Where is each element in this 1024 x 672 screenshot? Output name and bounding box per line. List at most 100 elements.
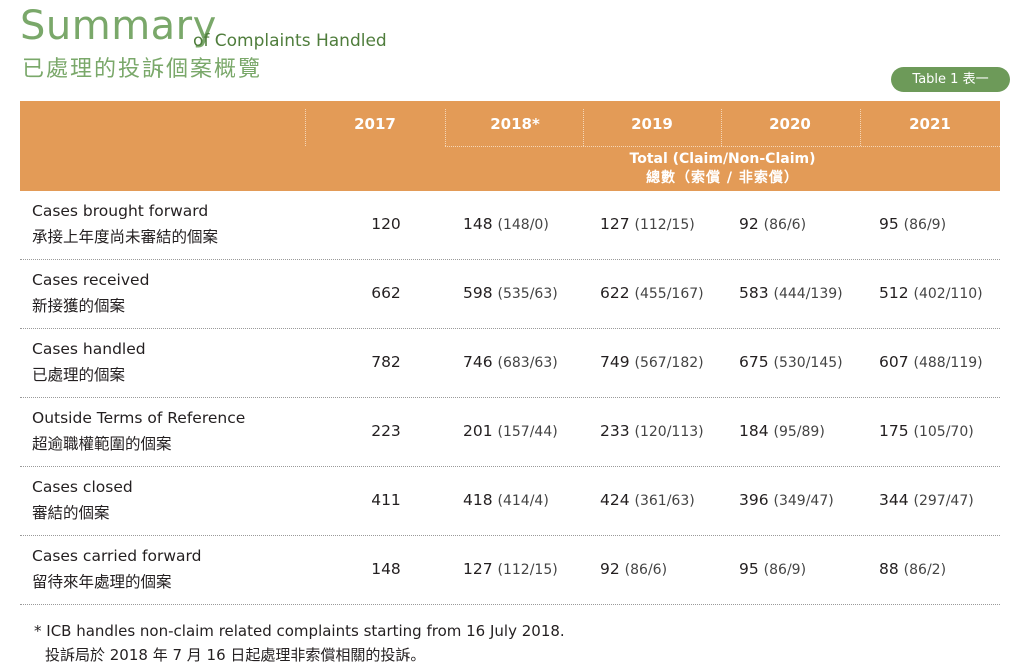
cell-2017: 148	[371, 560, 401, 578]
year-header-2020: 2020	[769, 115, 811, 133]
footnote-zh: 投訴局於 2018 年 7 月 16 日起處理非索償相關的投訴。	[45, 646, 426, 664]
table-row: Cases brought forward 承接上年度尚未審結的個案 120 1…	[20, 191, 1000, 260]
cell-total: 201	[463, 422, 493, 440]
cell-total: 622	[600, 284, 630, 302]
cell-total: 746	[463, 353, 493, 371]
row-label-zh: 審結的個案	[32, 504, 110, 522]
cell-breakdown: (86/9)	[763, 562, 807, 578]
cell-total: 127	[463, 560, 493, 578]
header-divider	[583, 109, 584, 146]
cell-breakdown: (86/2)	[903, 562, 947, 578]
page-title-chinese: 已處理的投訴個案概覽	[22, 57, 263, 82]
row-label-zh: 新接獲的個案	[32, 297, 126, 315]
cell-total: 396	[739, 491, 769, 509]
cell-total: 675	[739, 353, 769, 371]
table-number-badge: Table 1 表一	[891, 67, 1010, 92]
row-label-en: Cases carried forward	[32, 547, 202, 565]
year-header-2021: 2021	[909, 115, 951, 133]
cell-total: 233	[600, 422, 630, 440]
cell-2018: 746 (683/63)	[463, 352, 558, 373]
row-label-en: Outside Terms of Reference	[32, 409, 246, 427]
cell-2019: 233 (120/113)	[600, 421, 704, 442]
cell-2018: 201 (157/44)	[463, 421, 558, 442]
table-row: Cases carried forward 留待來年處理的個案 148 127 …	[20, 536, 1000, 605]
cell-total: 148	[463, 215, 493, 233]
cell-breakdown: (148/0)	[497, 217, 549, 233]
cell-total: 175	[879, 422, 909, 440]
cell-2020: 184 (95/89)	[739, 421, 825, 442]
cell-breakdown: (297/47)	[913, 493, 974, 509]
cell-breakdown: (530/145)	[773, 355, 843, 371]
cell-breakdown: (86/9)	[903, 217, 947, 233]
cell-2020: 675 (530/145)	[739, 352, 843, 373]
footnote-en: * ICB handles non-claim related complain…	[34, 622, 565, 640]
cell-2017: 782	[371, 353, 401, 371]
cell-total: 92	[739, 215, 759, 233]
row-label-zh: 已處理的個案	[32, 366, 126, 384]
row-label-zh: 留待來年處理的個案	[32, 573, 172, 591]
total-label-en: Total (Claim/Non-Claim)	[629, 151, 816, 167]
cell-2018: 127 (112/15)	[463, 559, 558, 580]
cell-total: 598	[463, 284, 493, 302]
cell-total: 95	[879, 215, 899, 233]
cell-total: 95	[739, 560, 759, 578]
cell-2020: 583 (444/139)	[739, 283, 843, 304]
cell-total: 344	[879, 491, 909, 509]
cell-2019: 127 (112/15)	[600, 214, 695, 235]
cell-breakdown: (105/70)	[913, 424, 974, 440]
cell-total: 512	[879, 284, 909, 302]
year-header-2018: 2018*	[490, 115, 540, 133]
cell-2019: 92 (86/6)	[600, 559, 667, 580]
total-label-zh: 總數（索償 / 非索償）	[646, 170, 799, 186]
cell-breakdown: (535/63)	[497, 286, 558, 302]
cell-breakdown: (402/110)	[913, 286, 983, 302]
cell-2019: 749 (567/182)	[600, 352, 704, 373]
table-row: Cases handled 已處理的個案 782 746 (683/63) 74…	[20, 329, 1000, 398]
header-divider-horizontal	[445, 146, 1000, 147]
year-header-2017: 2017	[354, 115, 396, 133]
cell-2021: 88 (86/2)	[879, 559, 946, 580]
cell-breakdown: (120/113)	[634, 424, 704, 440]
cell-2021: 175 (105/70)	[879, 421, 974, 442]
cell-breakdown: (86/6)	[763, 217, 807, 233]
table-header: 2017 2018* 2019 2020 2021 Total (Claim/N…	[20, 101, 1000, 191]
cell-total: 424	[600, 491, 630, 509]
cell-breakdown: (414/4)	[497, 493, 549, 509]
cell-2020: 95 (86/9)	[739, 559, 806, 580]
page-subtitle: of Complaints Handled	[193, 31, 387, 51]
row-label-en: Cases received	[32, 271, 150, 289]
cell-total: 607	[879, 353, 909, 371]
cell-breakdown: (112/15)	[634, 217, 695, 233]
cell-2021: 607 (488/119)	[879, 352, 983, 373]
cell-2017: 662	[371, 284, 401, 302]
cell-breakdown: (86/6)	[624, 562, 668, 578]
cell-2019: 424 (361/63)	[600, 490, 695, 511]
cell-total: 127	[600, 215, 630, 233]
cell-breakdown: (488/119)	[913, 355, 983, 371]
cell-2018: 598 (535/63)	[463, 283, 558, 304]
cell-2021: 344 (297/47)	[879, 490, 974, 511]
row-label-en: Cases brought forward	[32, 202, 209, 220]
header-divider	[721, 109, 722, 146]
cell-breakdown: (349/47)	[773, 493, 834, 509]
cell-2021: 95 (86/9)	[879, 214, 946, 235]
cell-breakdown: (112/15)	[497, 562, 558, 578]
cell-2020: 396 (349/47)	[739, 490, 834, 511]
cell-total: 184	[739, 422, 769, 440]
cell-total: 88	[879, 560, 899, 578]
cell-breakdown: (157/44)	[497, 424, 558, 440]
cell-breakdown: (567/182)	[634, 355, 704, 371]
row-label-zh: 承接上年度尚未審結的個案	[32, 228, 219, 246]
row-label-en: Cases closed	[32, 478, 133, 496]
header-divider	[445, 109, 446, 146]
row-label-zh: 超逾職權範圍的個案	[32, 435, 172, 453]
cell-breakdown: (444/139)	[773, 286, 843, 302]
table-row: Cases received 新接獲的個案 662 598 (535/63) 6…	[20, 260, 1000, 329]
header-divider	[305, 109, 306, 146]
cell-2021: 512 (402/110)	[879, 283, 983, 304]
cell-2017: 411	[371, 491, 401, 509]
cell-2020: 92 (86/6)	[739, 214, 806, 235]
cell-2017: 223	[371, 422, 401, 440]
cell-breakdown: (95/89)	[773, 424, 825, 440]
header-divider	[860, 109, 861, 146]
